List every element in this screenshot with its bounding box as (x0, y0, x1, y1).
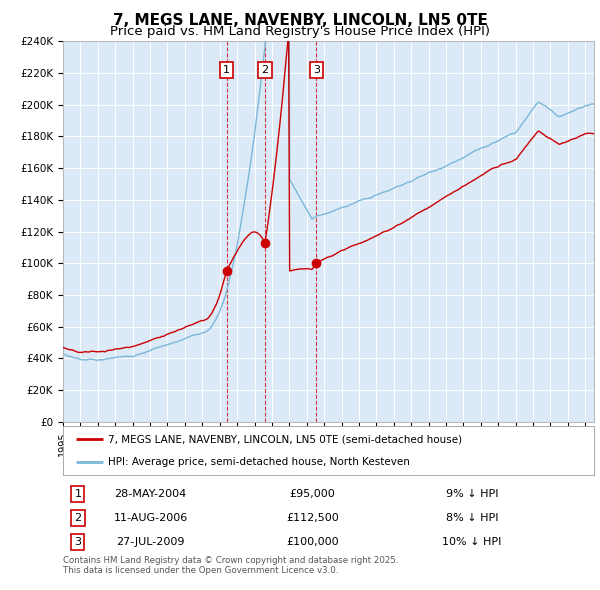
Text: 7, MEGS LANE, NAVENBY, LINCOLN, LN5 0TE: 7, MEGS LANE, NAVENBY, LINCOLN, LN5 0TE (113, 13, 487, 28)
Text: £112,500: £112,500 (286, 513, 339, 523)
Text: Price paid vs. HM Land Registry's House Price Index (HPI): Price paid vs. HM Land Registry's House … (110, 25, 490, 38)
Text: 8% ↓ HPI: 8% ↓ HPI (446, 513, 498, 523)
Text: £100,000: £100,000 (286, 537, 339, 548)
Text: 28-MAY-2004: 28-MAY-2004 (115, 489, 187, 499)
Text: 1: 1 (223, 65, 230, 75)
Text: Contains HM Land Registry data © Crown copyright and database right 2025.
This d: Contains HM Land Registry data © Crown c… (63, 556, 398, 575)
Text: 3: 3 (74, 537, 82, 548)
Text: 27-JUL-2009: 27-JUL-2009 (116, 537, 185, 548)
Text: 9% ↓ HPI: 9% ↓ HPI (446, 489, 498, 499)
Text: 10% ↓ HPI: 10% ↓ HPI (442, 537, 502, 548)
Text: 11-AUG-2006: 11-AUG-2006 (113, 513, 188, 523)
Text: 7, MEGS LANE, NAVENBY, LINCOLN, LN5 0TE (semi-detached house): 7, MEGS LANE, NAVENBY, LINCOLN, LN5 0TE … (108, 434, 462, 444)
Text: 3: 3 (313, 65, 320, 75)
Text: HPI: Average price, semi-detached house, North Kesteven: HPI: Average price, semi-detached house,… (108, 457, 410, 467)
Text: £95,000: £95,000 (290, 489, 335, 499)
Text: 1: 1 (74, 489, 82, 499)
Text: 2: 2 (74, 513, 82, 523)
Text: 2: 2 (262, 65, 269, 75)
